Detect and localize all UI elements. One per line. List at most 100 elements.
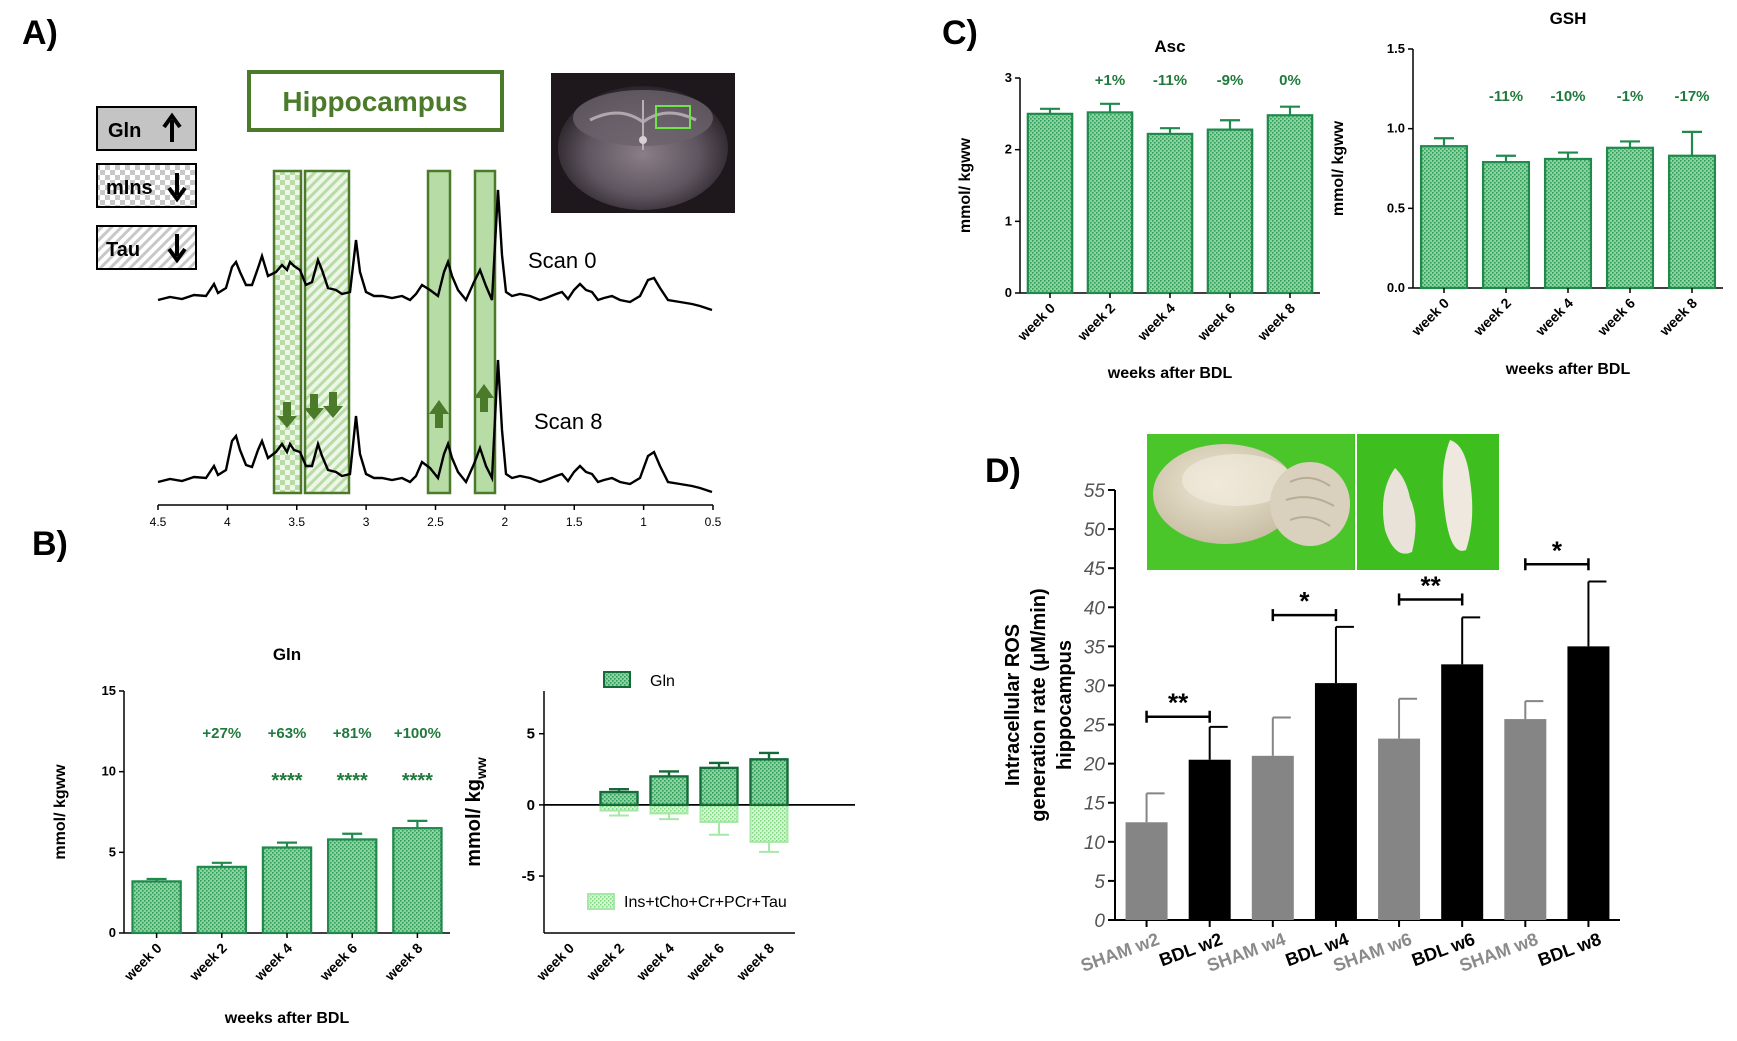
bar-positive — [749, 758, 789, 807]
ppm-tick-label: 2.5 — [427, 515, 444, 529]
bar — [1667, 154, 1717, 290]
y-axis-label-sub: ww — [473, 757, 489, 780]
region-title-box — [247, 70, 504, 132]
scan-label-0: Scan 0 — [528, 248, 597, 273]
y-tick-label: 3 — [1005, 70, 1012, 85]
down-arrow-icon — [167, 173, 187, 203]
legend-swatch-osmolytes — [587, 893, 615, 910]
legend-tau-label: Tau — [106, 239, 140, 261]
mri-image — [551, 73, 735, 213]
down-arrow-icon — [167, 234, 187, 264]
bar — [196, 865, 248, 935]
x-tick-label: week 6 — [1194, 300, 1239, 345]
pct-change-label: -1% — [1617, 88, 1644, 105]
x-tick-label: week 6 — [683, 940, 728, 985]
y-tick-label: 10 — [1084, 833, 1106, 854]
y-tick-label: 15 — [102, 683, 116, 698]
y-tick-label: 0.5 — [1387, 200, 1405, 215]
y-axis-label-main: mmol/ kg — [463, 779, 485, 867]
y-tick-label: 2 — [1005, 142, 1012, 157]
bar — [1206, 128, 1254, 295]
x-tick-label: week 8 — [733, 940, 778, 985]
bar — [326, 838, 378, 935]
x-tick-label: week 6 — [316, 940, 361, 985]
bar — [261, 846, 313, 935]
y-tick-label: 0 — [109, 925, 116, 940]
y-axis-label-line: Intracellular ROS — [1002, 624, 1024, 786]
down-arrow-icon — [323, 392, 343, 418]
pct-change-label: +63% — [268, 725, 307, 742]
x-tick-label: week 0 — [120, 940, 165, 985]
bar — [1266, 114, 1314, 295]
bar — [392, 827, 443, 935]
y-tick-label: -5 — [522, 868, 535, 885]
bar-bdl — [1567, 646, 1610, 920]
bar — [1086, 111, 1134, 295]
band-tau — [303, 169, 351, 495]
significance-stars: ** — [1421, 570, 1442, 600]
spectrum-scan-8 — [157, 359, 713, 494]
x-tick-label: BDL w8 — [1535, 929, 1604, 970]
significance-stars: **** — [271, 770, 302, 792]
spectrum-scan-0 — [157, 189, 713, 312]
ppm-tick-label: 3.5 — [288, 515, 305, 529]
y-tick-label: 25 — [1083, 716, 1106, 737]
y-tick-label: 35 — [1084, 637, 1106, 658]
y-axis-label: mmol/ kgww — [52, 764, 69, 860]
panel-a: Gln mIns Tau Hippocampus — [96, 70, 735, 529]
x-tick-label: week 4 — [251, 940, 296, 985]
x-tick-label: week 0 — [1408, 295, 1453, 340]
pct-change-label: -10% — [1550, 88, 1585, 105]
chart-gln: Gln 0 5 10 15 week 0 week 2 +27% week 4 +63% **** w… — [52, 645, 450, 1027]
x-tick-label: week 4 — [1532, 295, 1577, 340]
y-tick-label: 1 — [1005, 213, 1012, 228]
panel-label-b: B) — [32, 525, 68, 563]
x-axis-label: weeks after BDL — [1505, 361, 1631, 378]
pct-change-label: -11% — [1489, 88, 1523, 105]
y-axis-label-line: generation rate (μM/min) — [1028, 588, 1050, 821]
band-mins — [272, 169, 303, 495]
band-arrows — [277, 384, 494, 428]
chart-title: GSH — [1550, 9, 1587, 28]
pct-change-label: -17% — [1674, 88, 1709, 105]
legend-mins-label: mIns — [106, 177, 153, 199]
x-tick-label: week 2 — [583, 940, 628, 985]
panel-label-c: C) — [942, 14, 978, 52]
x-tick-label: SHAM w2 — [1078, 929, 1162, 976]
bar — [1605, 146, 1655, 290]
y-tick-label: 5 — [109, 844, 116, 859]
y-tick-label: 1.5 — [1387, 41, 1405, 56]
x-tick-label: week 4 — [1134, 300, 1179, 345]
y-tick-label: 0 — [1005, 285, 1012, 300]
pct-change-label: 0% — [1279, 72, 1301, 89]
x-tick-label: week 8 — [1254, 300, 1299, 345]
legend-tau: Tau — [96, 225, 197, 270]
bar — [1543, 157, 1593, 290]
bar-sham — [1251, 755, 1294, 920]
ppm-tick-label: 4 — [224, 515, 231, 529]
y-tick-label: 20 — [1083, 755, 1106, 776]
y-tick-label: 30 — [1084, 676, 1106, 697]
ppm-tick-label: 3 — [363, 515, 370, 529]
bar-sham — [1504, 719, 1547, 920]
ppm-tick-label: 2 — [502, 515, 509, 529]
pct-change-label: -11% — [1153, 72, 1187, 89]
y-tick-label: 55 — [1084, 481, 1106, 502]
legend-label-osmolytes: Ins+tCho+Cr+PCr+Tau — [624, 894, 787, 911]
legend-swatch-gln — [603, 671, 631, 688]
brain-photo — [1147, 434, 1499, 570]
ppm-tick-label: 0.5 — [705, 515, 722, 529]
bar-negative — [699, 803, 739, 823]
pct-change-label: +27% — [202, 725, 241, 742]
x-tick-label: week 2 — [1074, 300, 1119, 345]
pct-change-label: +1% — [1095, 72, 1125, 89]
bar-sham — [1125, 822, 1168, 920]
panel-label-a: A) — [22, 14, 58, 52]
x-tick-label: week 2 — [1470, 295, 1515, 340]
roi-marker — [655, 105, 691, 129]
bar — [1026, 112, 1074, 295]
chart-gsh: GSH 0.0 0.5 1.0 1.5 week 0 week 2 -11% week 4 -10… — [1330, 9, 1723, 378]
y-axis-label: mmol/ kgww — [957, 137, 974, 233]
y-tick-label: 10 — [102, 764, 116, 779]
